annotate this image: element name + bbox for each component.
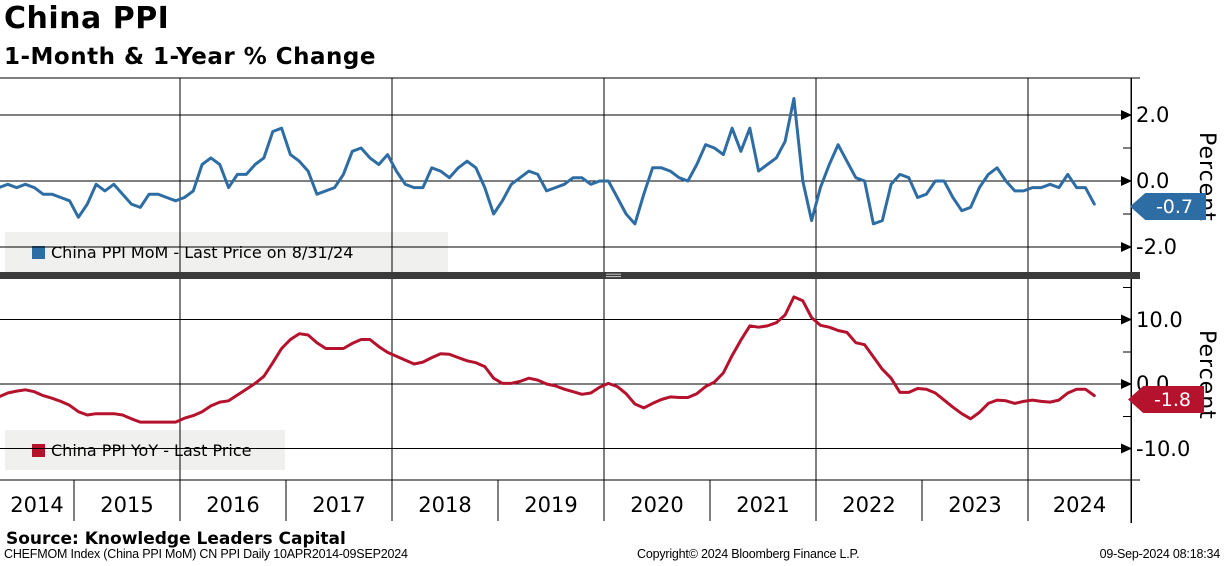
x-tick-label-year: 2023 [948,493,1002,517]
series-line-yoy [0,295,1096,424]
x-tick-label-year: 2016 [206,493,260,517]
tick-arrow-icon [1121,379,1132,389]
page-title: China PPI [4,1,170,36]
y-tick-label: -10.0 [1136,436,1191,461]
tick-arrow-icon [1121,176,1132,186]
bloomberg-footer: CHEFMOM Index (China PPI MoM) CN PPI Dai… [0,547,1224,566]
y-tick-label: 0.0 [1136,169,1170,193]
horizontal-gridlines-panel1 [0,286,1132,454]
last-price-badge-mom[interactable]: -0.7 [1130,193,1206,220]
source-note: Source: Knowledge Leaders Capital [6,529,346,549]
tick-arrow-icon [1121,314,1132,325]
legend-mom[interactable]: China PPI MoM - Last Price on 8/31/24 [5,232,448,272]
tick-arrow-icon [1121,110,1132,120]
x-tick-label-year: 2014 [10,493,64,517]
legend-yoy[interactable]: China PPI YoY - Last Price [5,430,285,470]
timestamp: 09-Sep-2024 08:18:34 [1099,547,1221,561]
y-tick-label: -2.0 [1136,235,1177,259]
vertical-gridlines [179,78,1029,480]
legend-yoy-label: China PPI YoY - Last Price [51,440,252,460]
x-tick-label-year: 2021 [736,493,790,517]
horizontal-gridlines-panel0 [0,110,1132,252]
mom-series-swatch [32,245,45,259]
series-line-mom [0,97,1096,226]
x-tick-label-year: 2019 [524,493,578,517]
last-price-badge-yoy[interactable]: -1.8 [1128,386,1204,413]
copyright-note: Copyright© 2024 Bloomberg Finance L.P. [637,547,860,561]
x-tick-label-year: 2024 [1052,493,1107,517]
x-tick-label-year: 2017 [312,493,366,517]
ticker-info: CHEFMOM Index (China PPI MoM) CN PPI Dai… [4,547,408,561]
legend-mom-label: China PPI MoM - Last Price on 8/31/24 [51,242,354,262]
y-tick-label: 2.0 [1136,103,1170,127]
x-tick-label-year: 2018 [418,493,472,517]
y-tick-label: 10.0 [1136,307,1183,332]
x-tick-label-year: 2022 [842,493,896,517]
yoy-series-swatch [32,443,45,457]
pane-separator[interactable] [0,272,1140,279]
tick-arrow-icon [1121,242,1132,252]
page-subtitle: 1-Month & 1-Year % Change [4,44,376,70]
tick-arrow-icon [1121,443,1132,454]
x-tick-label-year: 2015 [100,493,154,517]
x-tick-label-year: 2020 [630,493,684,517]
